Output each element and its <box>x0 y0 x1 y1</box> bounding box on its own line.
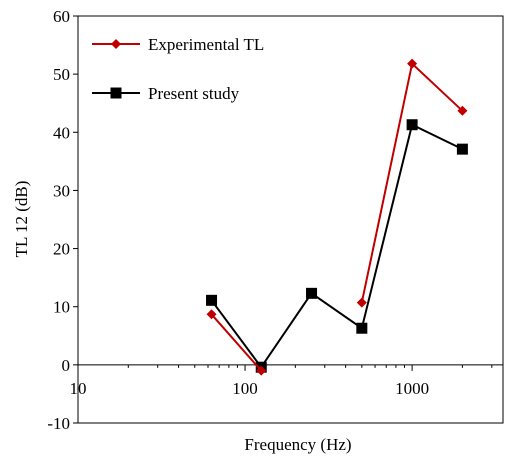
data-point <box>206 309 217 320</box>
data-point <box>206 294 218 306</box>
series-line <box>210 123 463 369</box>
legend-marker <box>111 39 121 49</box>
legend-marker <box>110 87 122 99</box>
data-point <box>456 143 468 155</box>
data-point <box>356 322 368 334</box>
x-tick-label: 100 <box>232 379 258 398</box>
y-tick-label: 10 <box>53 298 70 317</box>
data-point <box>406 119 418 131</box>
data-point <box>457 105 468 116</box>
data-point <box>356 297 367 308</box>
y-tick-label: -10 <box>47 414 70 433</box>
data-point <box>306 287 318 299</box>
data-point <box>407 58 418 69</box>
plot-frame <box>77 15 504 424</box>
y-tick-label: 0 <box>62 356 71 375</box>
y-tick-label: 40 <box>53 123 70 142</box>
y-tick-label: 50 <box>53 65 70 84</box>
plot-series <box>206 58 468 376</box>
x-axis-label: Frequency (Hz) <box>244 435 351 454</box>
series-experimental-tl <box>206 58 468 376</box>
data-point <box>256 365 267 376</box>
y-tick-label: 20 <box>53 240 70 259</box>
x-tick-label: 10 <box>70 379 87 398</box>
legend: Experimental TL Present study <box>92 35 264 103</box>
series-line <box>210 313 262 372</box>
series-present-study <box>206 119 468 373</box>
x-tick-label: 1000 <box>395 379 429 398</box>
y-tick-label: 30 <box>53 181 70 200</box>
y-tick-label: 60 <box>53 7 70 26</box>
legend-label: Experimental TL <box>148 35 264 54</box>
y-axis-label: TL 12 (dB) <box>12 181 31 258</box>
legend-label: Present study <box>148 84 240 103</box>
axes: -10 0 10 20 30 40 50 60 10 100 1000 <box>47 7 504 433</box>
